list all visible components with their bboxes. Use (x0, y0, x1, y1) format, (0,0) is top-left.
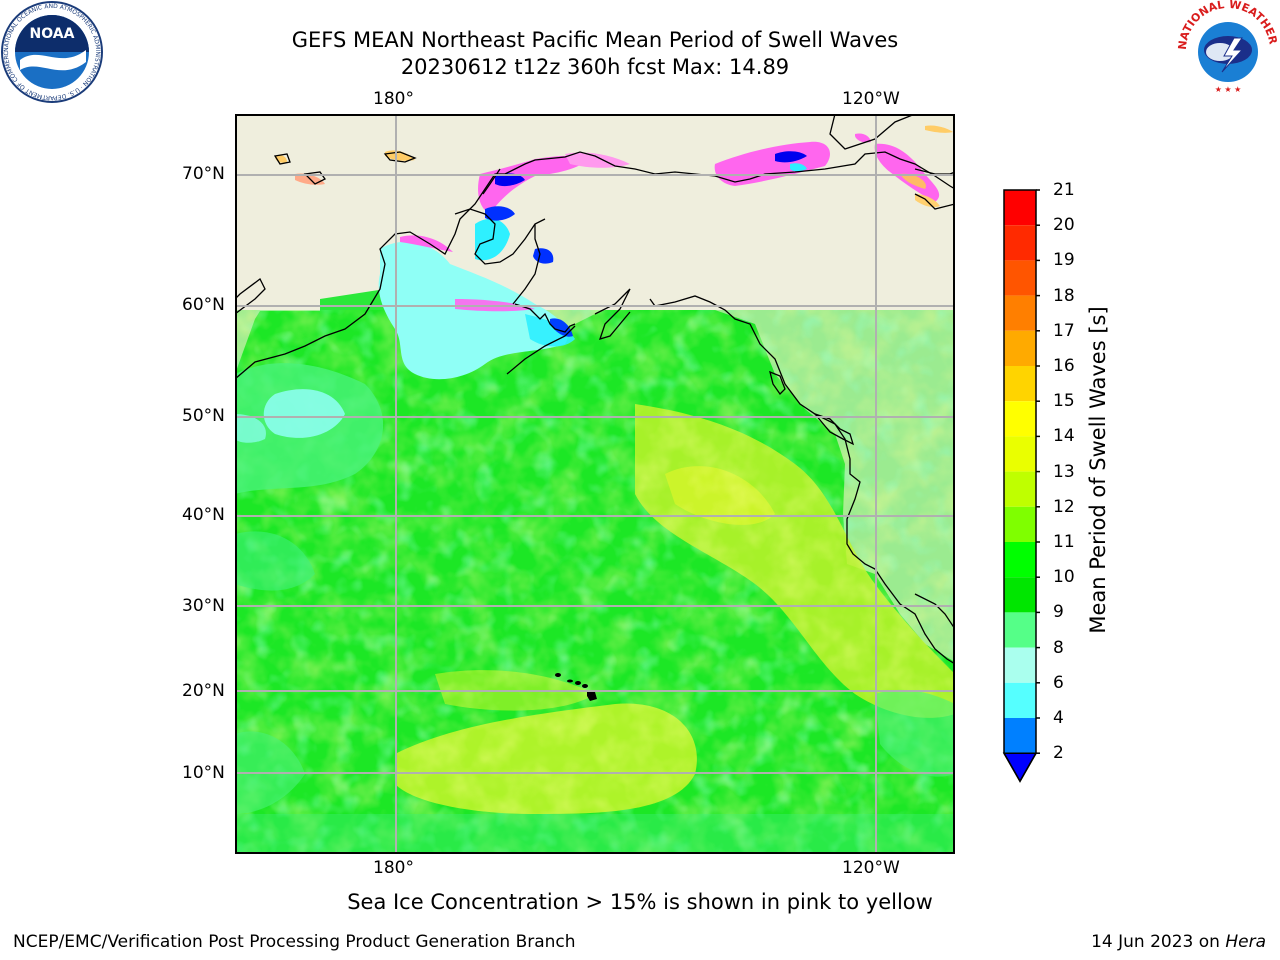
colorbar-under-triangle (1002, 752, 1038, 783)
colorbar-tick-label: 10 (1053, 567, 1075, 588)
nws-logo: NATIONAL WEATHER SERVICE ★ ★ ★ (1172, 0, 1280, 100)
colorbar-segment (1004, 401, 1036, 437)
colorbar-tick-label: 13 (1053, 461, 1075, 482)
colorbar-tick-label: 12 (1053, 496, 1075, 517)
colorbar-segment (1004, 577, 1036, 613)
hawaii-islands (555, 673, 597, 701)
graticule (235, 114, 955, 854)
lat-label-60n: 60°N (182, 295, 225, 315)
swell-period-map (234, 113, 956, 854)
map-panel (234, 113, 956, 854)
colorbar-tick-label: 14 (1053, 426, 1075, 447)
colorbar-label: Mean Period of Swell Waves [s] (1086, 306, 1110, 634)
colorbar-tick-label: 16 (1053, 356, 1075, 376)
colorbar-tick-label: 17 (1053, 320, 1075, 341)
colorbar-tick-label: 8 (1053, 637, 1064, 658)
colorbar-tick-label: 9 (1053, 602, 1064, 623)
colorbar-segment (1004, 225, 1036, 261)
colorbar-tick-label: 15 (1053, 391, 1075, 412)
colorbar-segment (1004, 190, 1036, 226)
coastlines (234, 113, 956, 665)
lon-label-bottom-120w: 120°W (842, 858, 900, 878)
lon-label-bottom-180: 180° (373, 858, 414, 878)
colorbar-tick-label: 4 (1053, 708, 1064, 728)
footer-date: 14 Jun 2023 on Hera (1091, 932, 1266, 952)
colorbar-segment (1004, 366, 1036, 402)
map-title: GEFS MEAN Northeast Pacific Mean Period … (291, 28, 899, 52)
colorbar (1000, 186, 1040, 786)
colorbar-tick-label: 18 (1053, 285, 1075, 306)
cyan-region-bering (378, 241, 568, 380)
noaa-logo: NATIONAL OCEANIC AND ATMOSPHERIC ADMINIS… (0, 0, 104, 104)
colorbar-tick-label: 2 (1053, 743, 1064, 764)
lat-label-40n: 40°N (182, 505, 225, 525)
colorbar-segment (1004, 471, 1036, 507)
footer-organization: NCEP/EMC/Verification Post Processing Pr… (13, 932, 576, 952)
lon-label-top-180: 180° (373, 89, 414, 109)
colorbar-segment (1004, 612, 1036, 648)
lat-label-50n: 50°N (182, 406, 225, 426)
colorbar-segment (1004, 542, 1036, 578)
colorbar-frame (1003, 189, 1037, 783)
colorbar-scale (1002, 189, 1040, 783)
sea-ice-overlay (275, 125, 953, 337)
colorbar-tick-label: 21 (1053, 180, 1075, 200)
lat-label-70n: 70°N (182, 164, 225, 184)
svg-text:★ ★ ★: ★ ★ ★ (1215, 85, 1242, 94)
colorbar-tick-label: 19 (1053, 250, 1075, 271)
colorbar-segment (1004, 506, 1036, 542)
map-frame (235, 114, 955, 854)
colorbar-segment (1004, 647, 1036, 683)
svg-text:NOAA: NOAA (30, 26, 75, 42)
footer-date-text: 14 Jun 2023 on (1091, 932, 1226, 952)
sea-ice-caption: Sea Ice Concentration > 15% is shown in … (347, 890, 933, 914)
colorbar-segment-bottom (1004, 718, 1036, 754)
footer-host: Hera (1225, 932, 1266, 952)
colorbar-segment (1004, 260, 1036, 296)
colorbar-segment (1004, 330, 1036, 366)
colorbar-segment (1004, 682, 1036, 718)
lat-label-10n: 10°N (182, 763, 225, 783)
colorbar-segment (1004, 436, 1036, 472)
lat-label-30n: 30°N (182, 596, 225, 616)
lat-label-20n: 20°N (182, 681, 225, 701)
colorbar-tick-label: 11 (1053, 532, 1075, 552)
lon-label-top-120w: 120°W (842, 89, 900, 109)
map-subtitle: 20230612 t12z 360h fcst Max: 14.89 (400, 55, 790, 79)
colorbar-tick-label: 20 (1053, 215, 1075, 236)
colorbar-segment (1004, 295, 1036, 331)
colorbar-tick-label: 6 (1053, 672, 1064, 693)
